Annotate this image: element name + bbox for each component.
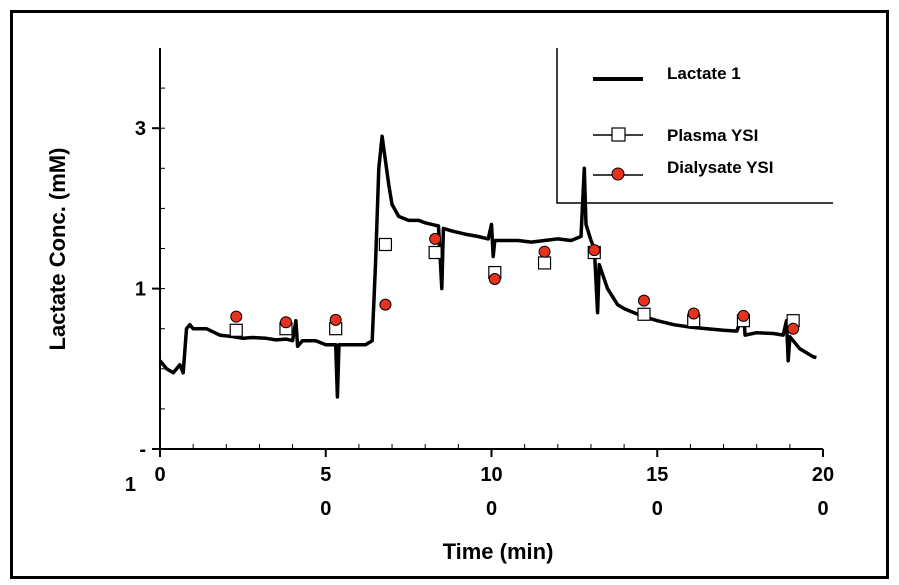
dialysate-ysi-point	[429, 232, 442, 245]
plasma-ysi-point	[428, 245, 442, 260]
y-tick-label: -	[139, 439, 146, 461]
legend-swatch-dialysate-ysi	[611, 167, 625, 181]
legend-label-lactate-1: Lactate 1	[667, 64, 741, 83]
legend-label-dialysate-ysi: Dialysate YSI	[667, 158, 773, 177]
series-lactate-1	[158, 134, 817, 399]
minor-ticks	[160, 87, 791, 449]
dialysate-ysi-point	[787, 322, 800, 335]
x-tick-label: 10	[480, 464, 502, 486]
x-tick-label: 0	[154, 464, 165, 486]
x-tick-label: 20	[812, 464, 834, 486]
series-dialysate-ysi	[230, 232, 800, 335]
dialysate-ysi-point	[379, 298, 392, 311]
y-tick-label: 3	[135, 118, 146, 140]
x-tick-label-line2: 0	[486, 498, 497, 520]
x-tick-label: 15	[646, 464, 668, 486]
plasma-ysi-point	[537, 256, 552, 270]
x-tick-label: 5	[320, 464, 331, 486]
plasma-ysi-point	[378, 237, 393, 252]
dialysate-ysi-point	[538, 245, 551, 258]
legend-border	[556, 48, 833, 204]
dialysate-ysi-point	[687, 307, 700, 320]
legend: Lactate 1 Plasma YSI Dialysate YSI	[556, 48, 833, 204]
dialysate-ysi-point	[737, 309, 750, 322]
x-tick-group: 0 5 0 10 0 15 0 20 0	[154, 449, 834, 520]
x-axis-label: Time (min)	[443, 539, 554, 564]
plasma-ysi-point	[637, 307, 651, 321]
lactate-1-line	[158, 134, 817, 399]
plasma-ysi-point	[229, 323, 243, 337]
dialysate-ysi-point	[637, 294, 650, 307]
dialysate-ysi-point	[329, 313, 342, 326]
y-tick-label-line2: 1	[125, 474, 136, 496]
legend-swatch-plasma-ysi	[611, 127, 626, 142]
y-tick-label: 1	[135, 279, 146, 301]
dialysate-ysi-point	[588, 244, 601, 257]
dialysate-ysi-point	[488, 272, 501, 285]
y-axis-label: Lactate Conc. (mM)	[45, 148, 70, 351]
y-tick-group: 31-1	[125, 118, 160, 496]
series-plasma-ysi	[229, 237, 800, 337]
dialysate-ysi-point	[279, 316, 292, 329]
legend-label-plasma-ysi: Plasma YSI	[667, 126, 758, 145]
x-tick-label-line2: 0	[320, 498, 331, 520]
x-tick-label-line2: 0	[652, 498, 663, 520]
dialysate-ysi-point	[230, 310, 243, 323]
x-tick-label-line2: 0	[817, 498, 828, 520]
